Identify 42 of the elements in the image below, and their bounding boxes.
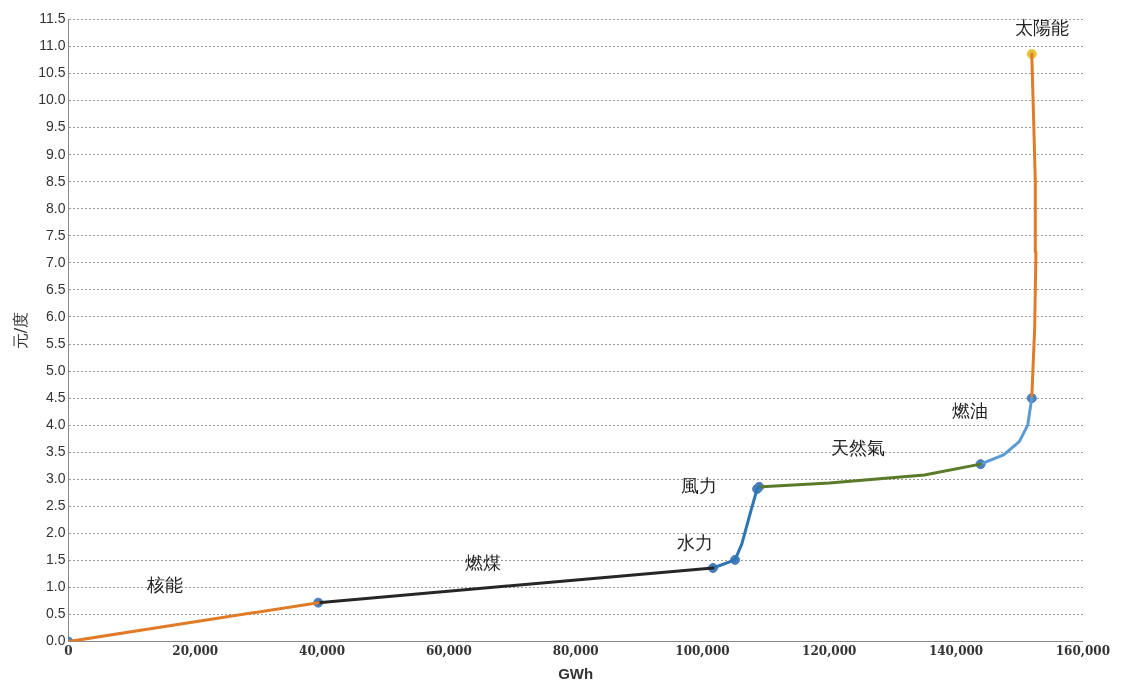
series-label: 天然氣 xyxy=(830,436,885,458)
x-tick-label: 160,000 xyxy=(1055,643,1110,658)
y-tick-label: 11.5 xyxy=(39,10,66,27)
y-tick-label: 7.5 xyxy=(45,226,66,243)
series-label: 水力 xyxy=(677,531,714,553)
x-tick-label: 80,000 xyxy=(552,643,599,658)
x-tick-label: 0 xyxy=(64,643,73,658)
y-tick-label: 8.5 xyxy=(45,172,66,189)
y-tick-label: 9.5 xyxy=(45,118,66,135)
series-label: 核能 xyxy=(146,574,184,596)
y-tick-label: 2.0 xyxy=(45,524,66,541)
x-axis-title: GWh xyxy=(558,665,594,683)
y-tick-label: 5.0 xyxy=(45,361,66,378)
y-tick-label: 5.5 xyxy=(45,334,66,351)
y-tick-label: 3.5 xyxy=(45,443,66,460)
y-tick-label: 1.5 xyxy=(45,551,66,568)
y-tick-label: 4.0 xyxy=(45,416,66,433)
x-tick-label: 40,000 xyxy=(299,643,346,658)
y-tick-label: 0.5 xyxy=(45,605,66,622)
x-tick-label: 140,000 xyxy=(928,643,984,658)
y-tick-label: 9.0 xyxy=(45,145,66,162)
y-tick-label: 8.0 xyxy=(45,199,66,216)
y-tick-label: 2.5 xyxy=(45,497,66,514)
y-tick-label: 10.5 xyxy=(38,64,66,81)
x-tick-label: 20,000 xyxy=(172,643,219,658)
y-tick-label: 1.0 xyxy=(45,578,66,595)
y-tick-label: 3.0 xyxy=(45,470,66,487)
x-tick-label: 120,000 xyxy=(802,643,857,658)
y-tick-label: 10.0 xyxy=(38,91,66,108)
text: 燃油 xyxy=(951,399,988,421)
y-tick-label: 7.0 xyxy=(45,253,66,270)
y-tick-label: 6.0 xyxy=(45,307,66,324)
y-axis-title: 元/度 xyxy=(10,311,30,350)
y-tick-label: 4.5 xyxy=(45,388,66,405)
series-label: 太陽能 xyxy=(1014,16,1069,38)
y-tick-label: 0.0 xyxy=(45,632,66,649)
y-tick-label: 11.0 xyxy=(39,37,66,54)
series-label: 燃煤 xyxy=(464,551,501,573)
y-tick-label: 6.5 xyxy=(45,280,66,297)
x-tick-label: 60,000 xyxy=(425,643,472,658)
text: 風力 xyxy=(681,474,718,496)
x-tick-label: 100,000 xyxy=(675,643,730,658)
